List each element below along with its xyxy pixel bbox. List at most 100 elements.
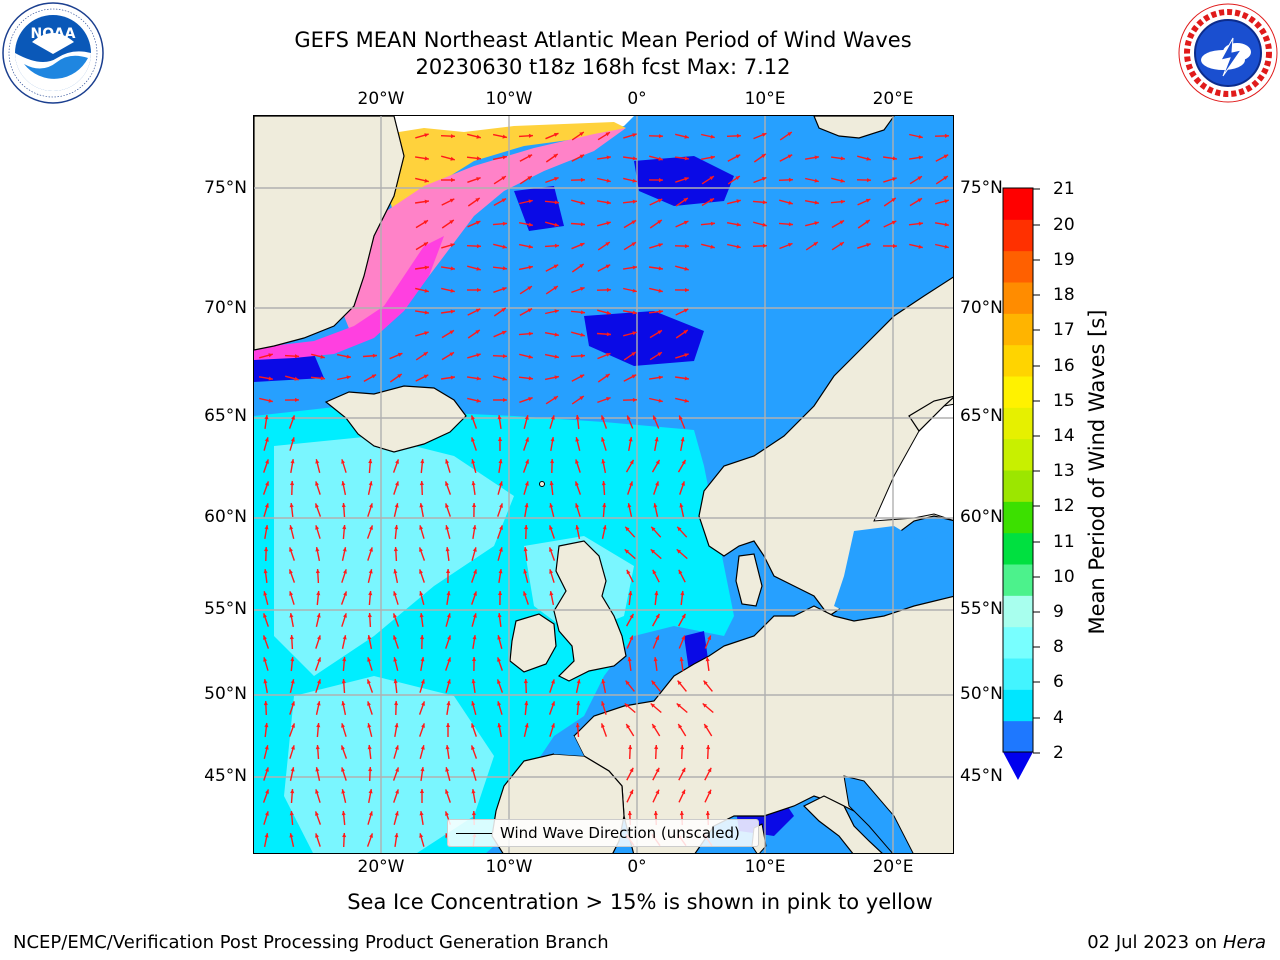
wave-direction-arrowhead	[369, 525, 373, 530]
wave-direction-arrowhead	[579, 374, 585, 379]
wave-direction-arrowhead	[605, 374, 610, 378]
wave-direction-arrowhead	[394, 811, 399, 816]
wave-direction-arrowhead	[342, 833, 347, 838]
wave-direction-arrowhead	[315, 811, 319, 816]
wave-direction-arrowhead	[420, 745, 425, 750]
wave-direction-arrowhead	[736, 199, 741, 204]
land-finland	[908, 395, 953, 432]
wave-direction-arrowhead	[549, 569, 554, 574]
lat-tick-right: 65°N	[960, 406, 1003, 426]
ocean-below-2s-patch	[514, 186, 564, 231]
wave-direction-arrowhead	[317, 657, 321, 662]
wave-direction-arrowhead	[420, 679, 425, 684]
wave-direction-arrowhead	[632, 199, 637, 204]
wave-direction-arrowhead	[424, 133, 429, 138]
wave-direction-arrowhead	[710, 155, 715, 160]
wave-direction-arrowhead	[445, 547, 450, 552]
wave-direction-arrowhead	[315, 767, 320, 772]
land-iceland	[324, 385, 467, 453]
lat-tick-right: 50°N	[960, 684, 1003, 704]
wave-direction-arrowhead	[631, 374, 637, 379]
wave-direction-arrowhead	[865, 220, 870, 224]
land-ireland	[509, 613, 557, 673]
wave-direction-arrowhead	[346, 375, 351, 380]
lon-tick-bottom: 10°W	[485, 857, 533, 877]
wave-direction-arrowhead	[580, 353, 585, 358]
wave-direction-arrowhead	[893, 244, 897, 249]
wave-direction-arrowhead	[419, 591, 424, 596]
wave-direction-arrowhead	[369, 547, 373, 552]
colorbar-under-triangle	[1003, 752, 1033, 780]
wave-direction-arrowhead	[289, 525, 294, 530]
wave-direction-arrowhead	[394, 745, 399, 750]
wave-direction-arrowhead	[289, 613, 294, 618]
wave-direction-arrowhead	[367, 701, 371, 706]
sea-ice-magenta	[254, 236, 444, 360]
wave-direction-arrowhead	[264, 525, 269, 530]
lon-tick-bottom: 20°W	[357, 857, 405, 877]
colorbar-tick-label: 15	[1053, 391, 1075, 411]
wave-direction-arrowhead	[702, 703, 707, 708]
wave-direction-arrowhead	[445, 811, 449, 816]
wave-direction-arrowhead	[659, 178, 663, 183]
wave-direction-arrowhead	[447, 657, 451, 662]
wave-direction-arrowhead	[445, 481, 449, 486]
wave-direction-arrowhead	[681, 635, 685, 640]
wave-direction-arrowhead	[264, 503, 269, 508]
wave-direction-arrowhead	[424, 331, 429, 336]
wave-direction-arrowhead	[368, 811, 373, 816]
wave-direction-arrowhead	[450, 309, 455, 314]
wave-direction-arrowhead	[497, 415, 502, 420]
wave-direction-arrowhead	[657, 330, 662, 335]
wave-direction-arrowhead	[446, 723, 451, 727]
wave-direction-arrowhead	[943, 176, 948, 180]
wave-direction-arrowhead	[424, 156, 429, 161]
wave-direction-arrowhead	[918, 221, 923, 226]
wave-direction-arrowhead	[657, 198, 663, 203]
wave-direction-arrowhead	[550, 415, 555, 420]
wave-direction-arrowhead	[343, 613, 347, 618]
wave-direction-arrowhead	[684, 244, 689, 249]
wave-direction-arrowhead	[315, 525, 320, 530]
wave-direction-arrowhead	[268, 398, 273, 403]
wave-direction-arrowhead	[501, 308, 506, 312]
wave-direction-arrowhead	[291, 701, 295, 706]
wave-direction-arrowhead	[475, 308, 481, 313]
wave-direction-arrowhead	[602, 525, 607, 530]
wave-direction-arrowhead	[606, 155, 611, 160]
wave-direction-arrowhead	[290, 657, 295, 662]
wave-direction-arrowhead	[839, 220, 845, 225]
wave-direction-arrowhead	[606, 178, 611, 183]
lat-tick-right: 45°N	[960, 766, 1003, 786]
wave-direction-arrowhead	[268, 353, 273, 358]
wave-direction-arrowhead	[554, 243, 559, 248]
wave-direction-arrowhead	[654, 437, 659, 442]
wave-direction-arrowhead	[762, 133, 767, 137]
wave-direction-arrowhead	[471, 789, 476, 794]
wave-direction-arrowhead	[395, 789, 399, 794]
wave-direction-arrowhead	[655, 613, 660, 619]
wave-direction-arrowhead	[787, 132, 792, 136]
wave-direction-arrowhead	[394, 503, 399, 508]
wave-direction-arrowhead	[449, 198, 455, 203]
wave-direction-arrowhead	[291, 723, 295, 728]
wave-direction-arrowhead	[394, 701, 399, 706]
wave-direction-arrowhead	[814, 155, 819, 160]
wave-direction-arrowhead	[393, 591, 398, 596]
colorbar-tick-label: 4	[1053, 708, 1064, 728]
wave-direction-arrowhead	[554, 354, 559, 359]
wave-direction-arrowhead	[499, 503, 503, 508]
wave-direction-arrowhead	[471, 415, 475, 420]
wave-direction-arrowhead	[498, 481, 503, 486]
lon-tick-top: 20°W	[357, 89, 405, 109]
wave-direction-arrowhead	[681, 789, 686, 795]
wave-direction-arrowhead	[762, 222, 767, 227]
wave-direction-arrowhead	[677, 526, 682, 532]
wave-direction-arrowhead	[341, 459, 345, 464]
wave-direction-arrowhead	[684, 266, 689, 271]
wave-direction-arrowhead	[866, 178, 871, 183]
wave-direction-arrowhead	[502, 155, 507, 160]
wave-direction-arrowhead	[525, 437, 529, 442]
colorbar-segment	[1003, 595, 1033, 628]
wave-direction-arrowhead	[420, 767, 425, 772]
